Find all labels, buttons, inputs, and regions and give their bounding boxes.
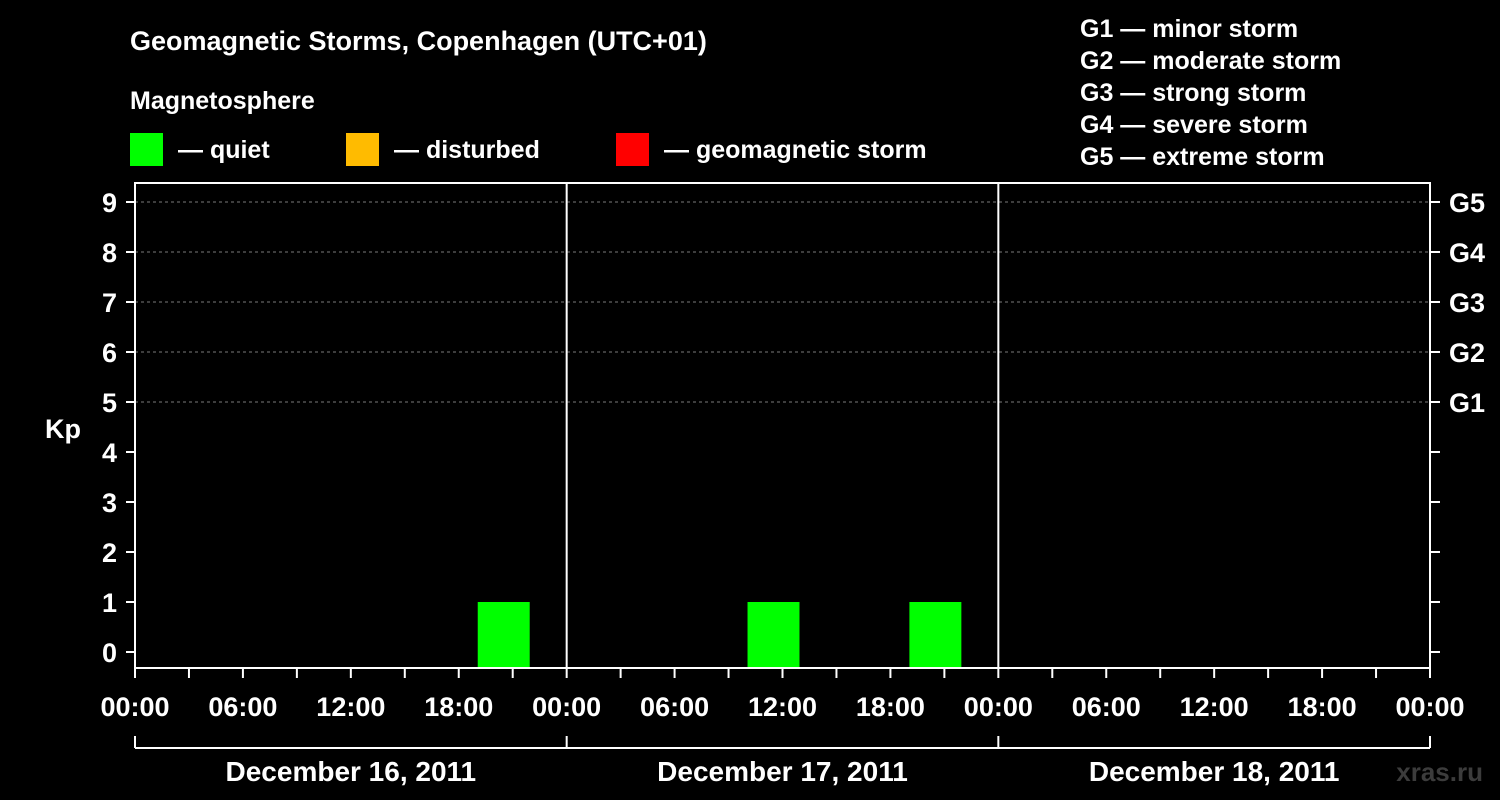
chart-title: Geomagnetic Storms, Copenhagen (UTC+01) xyxy=(130,26,707,56)
y-tick-label-2: 2 xyxy=(102,538,117,568)
x-tick-label-10: 12:00 xyxy=(1180,692,1249,722)
grid-lines xyxy=(135,201,1430,403)
storm-level-label-G2: G2 xyxy=(1449,338,1485,368)
y-axis: 0 1 2 3 4 5 6 7 8 9 xyxy=(102,188,135,668)
y-tick-label-8: 8 xyxy=(102,238,117,268)
x-tick-label-5: 06:00 xyxy=(640,692,709,722)
y-tick-label-1: 1 xyxy=(102,588,117,618)
plot-frame xyxy=(134,182,1431,669)
storm-legend-item-4: G5 — extreme storm xyxy=(1080,143,1325,171)
day-labels: December 16, 2011 December 17, 2011 Decemb… xyxy=(134,736,1431,787)
legend-swatch-2 xyxy=(616,133,649,166)
storm-level-label-G5: G5 xyxy=(1449,188,1485,218)
x-tick-label-8: 00:00 xyxy=(964,692,1033,722)
day-label-1: December 17, 2011 xyxy=(657,756,908,787)
kp-bar-0 xyxy=(477,602,530,668)
x-axis: 00:00 06:00 12:00 18:00 00:00 06:00 12:00 18:00… xyxy=(100,668,1465,722)
storm-level-label-G1: G1 xyxy=(1449,388,1485,418)
y-tick-label-5: 5 xyxy=(102,388,117,418)
y-tick-label-7: 7 xyxy=(102,288,117,318)
y-tick-label-3: 3 xyxy=(102,488,117,518)
x-tick-label-3: 18:00 xyxy=(424,692,493,722)
x-tick-label-7: 18:00 xyxy=(856,692,925,722)
plot-border xyxy=(134,182,1431,669)
status-legend: — quiet — disturbed — geomagnetic storm xyxy=(130,133,927,166)
day-label-2: December 18, 2011 xyxy=(1089,756,1340,787)
y-tick-label-6: 6 xyxy=(102,338,117,368)
x-tick-label-6: 12:00 xyxy=(748,692,817,722)
legend-label-0: — quiet xyxy=(178,136,270,164)
x-tick-label-12: 00:00 xyxy=(1395,692,1464,722)
legend-label-1: — disturbed xyxy=(394,136,540,164)
legend-swatch-0 xyxy=(130,133,163,166)
storm-level-label-G3: G3 xyxy=(1449,288,1485,318)
x-tick-label-0: 00:00 xyxy=(100,692,169,722)
kp-bar-1 xyxy=(747,602,800,668)
storm-level-label-G4: G4 xyxy=(1449,238,1485,268)
legend-swatch-1 xyxy=(346,133,379,166)
x-tick-label-1: 06:00 xyxy=(208,692,277,722)
storm-level-axis: G1 G2 G3 G4 G5 xyxy=(1430,188,1485,653)
day-label-0: December 16, 2011 xyxy=(226,756,477,787)
storm-legend-item-2: G3 — strong storm xyxy=(1080,79,1306,107)
storm-legend-item-0: G1 — minor storm xyxy=(1080,15,1298,43)
x-tick-label-11: 18:00 xyxy=(1288,692,1357,722)
y-tick-label-0: 0 xyxy=(102,638,117,668)
chart-subtitle: Magnetosphere xyxy=(130,87,315,115)
y-tick-label-4: 4 xyxy=(102,438,117,468)
x-tick-label-4: 00:00 xyxy=(532,692,601,722)
storm-legend-item-1: G2 — moderate storm xyxy=(1080,47,1341,75)
watermark: xras.ru xyxy=(1396,757,1483,787)
kp-bar-2 xyxy=(909,602,962,668)
legend-label-2: — geomagnetic storm xyxy=(664,136,927,164)
storm-scale-legend: G1 — minor storm G2 — moderate storm G3 — … xyxy=(1080,15,1341,171)
x-tick-label-2: 12:00 xyxy=(316,692,385,722)
bars xyxy=(477,602,962,668)
y-tick-label-9: 9 xyxy=(102,188,117,218)
y-axis-label: Kp xyxy=(45,414,81,444)
storm-legend-item-3: G4 — severe storm xyxy=(1080,111,1308,139)
x-tick-label-9: 06:00 xyxy=(1072,692,1141,722)
